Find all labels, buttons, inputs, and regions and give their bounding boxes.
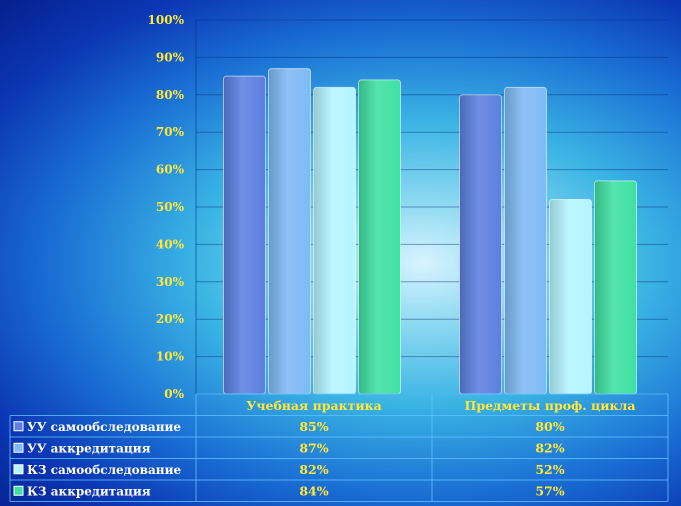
- bar-3-0: [359, 80, 401, 394]
- y-tick-label: 20%: [156, 312, 185, 326]
- data-label: 57%: [535, 483, 564, 498]
- y-tick-label: 80%: [156, 88, 185, 102]
- y-tick-label: 100%: [148, 13, 185, 27]
- data-label: 85%: [299, 419, 328, 434]
- legend-entry: УУ аккредитация: [27, 441, 151, 455]
- data-table: Учебная практика Предметы проф. цикла УУ с…: [10, 394, 668, 502]
- bar-2-1: [550, 200, 592, 394]
- x-tick-label: Предметы проф. цикла: [465, 398, 636, 413]
- y-tick-label: 70%: [156, 125, 185, 139]
- data-label: 52%: [535, 462, 564, 477]
- bar-0-0: [224, 76, 266, 394]
- legend-swatch: [14, 443, 23, 452]
- bars: [224, 69, 637, 394]
- y-tick-label: 0%: [164, 387, 184, 401]
- bar-1-0: [269, 69, 311, 394]
- x-tick-label: Учебная практика: [246, 398, 382, 413]
- legend-swatch: [14, 422, 23, 431]
- data-label: 82%: [299, 462, 328, 477]
- bar-3-1: [595, 181, 637, 394]
- y-axis: 0% 10% 20% 30% 40% 50% 60% 70% 80% 90% 100%: [148, 13, 185, 401]
- bar-2-0: [314, 87, 356, 394]
- legend-entry: КЗ самообследование: [27, 463, 181, 477]
- y-tick-label: 50%: [156, 200, 185, 214]
- y-tick-label: 40%: [156, 237, 185, 251]
- y-tick-label: 10%: [156, 350, 185, 364]
- data-label: 80%: [535, 419, 564, 434]
- y-tick-label: 30%: [156, 275, 185, 289]
- data-label: 82%: [535, 440, 564, 455]
- y-tick-label: 60%: [156, 163, 185, 177]
- bar-0-1: [460, 95, 502, 394]
- data-label: 87%: [299, 440, 328, 455]
- y-tick-label: 90%: [156, 50, 185, 64]
- legend-swatch: [14, 465, 23, 474]
- data-label: 84%: [299, 483, 328, 498]
- legend-entry: УУ самообследование: [27, 420, 181, 434]
- bar-1-1: [505, 87, 547, 394]
- legend-entry: КЗ аккредитация: [27, 484, 151, 498]
- legend-swatch: [14, 486, 23, 495]
